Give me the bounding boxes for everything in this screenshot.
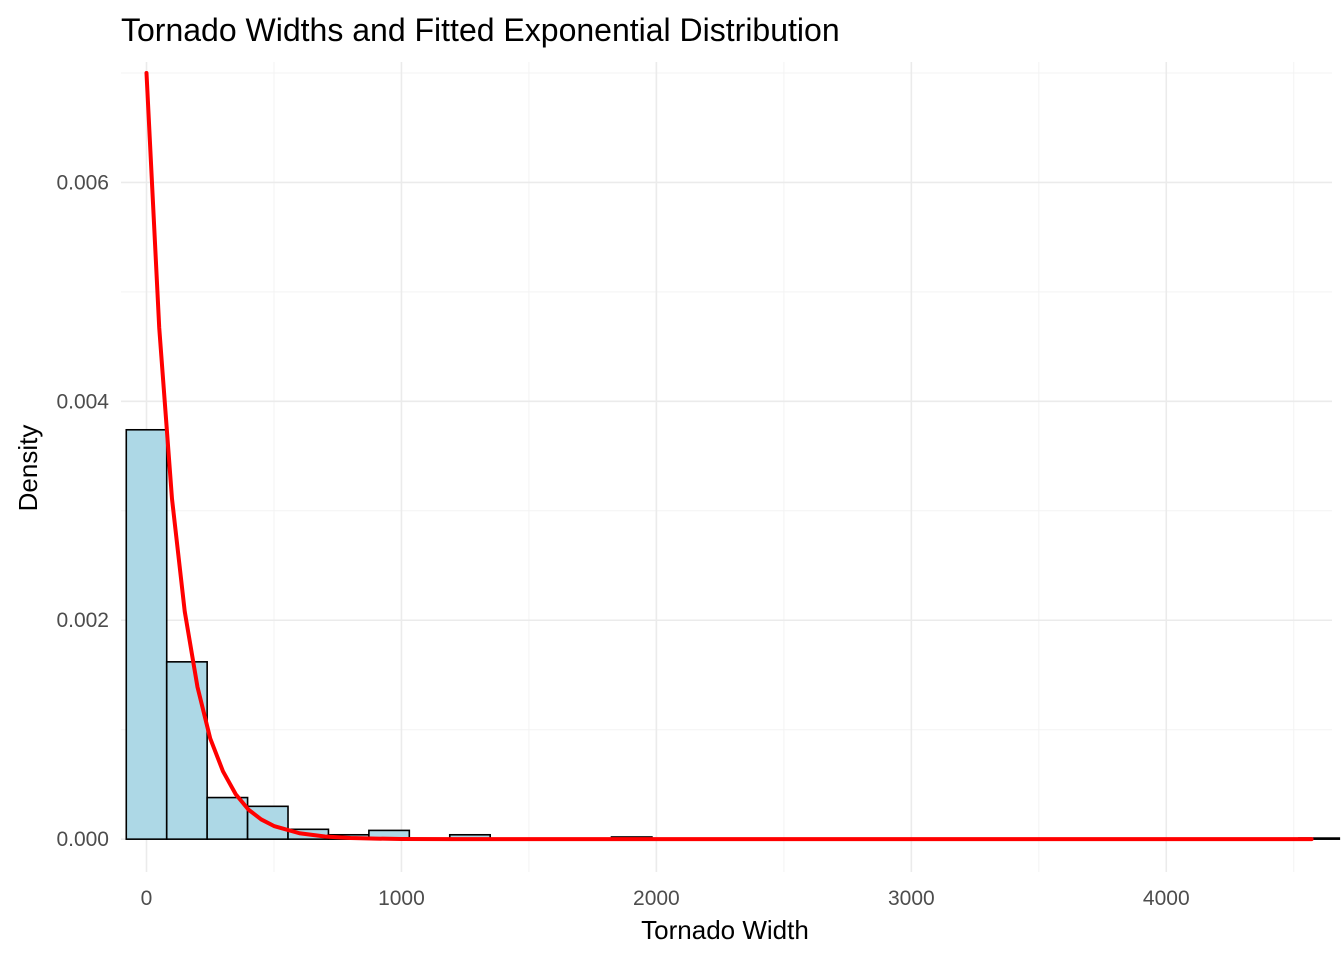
exponential-density-curve: [144, 70, 1314, 842]
histogram-bars: [125, 428, 1341, 840]
y-axis-tick-labels: 0.000 0.002 0.004 0.006: [56, 171, 109, 851]
histogram-bar: [125, 428, 168, 840]
x-tick-label: 2000: [633, 887, 680, 910]
x-tick-label: 1000: [378, 887, 425, 910]
x-tick-label: 3000: [888, 887, 935, 910]
x-tick-label: 4000: [1143, 887, 1190, 910]
x-axis-tick-labels: 0 1000 2000 3000 4000: [141, 887, 1190, 910]
minor-gridlines: [121, 62, 1332, 872]
x-axis-title: Tornado Width: [641, 915, 809, 945]
y-tick-label: 0.000: [56, 828, 109, 851]
y-tick-label: 0.004: [56, 390, 109, 413]
y-tick-label: 0.006: [56, 171, 109, 194]
density-curve-layer: [144, 70, 1314, 842]
chart-title: Tornado Widths and Fitted Exponential Di…: [121, 12, 840, 48]
y-tick-label: 0.002: [56, 609, 109, 632]
histogram-bar: [165, 661, 208, 840]
x-tick-label: 0: [141, 887, 153, 910]
major-gridlines: [121, 62, 1332, 872]
y-axis-title: Density: [13, 425, 43, 512]
